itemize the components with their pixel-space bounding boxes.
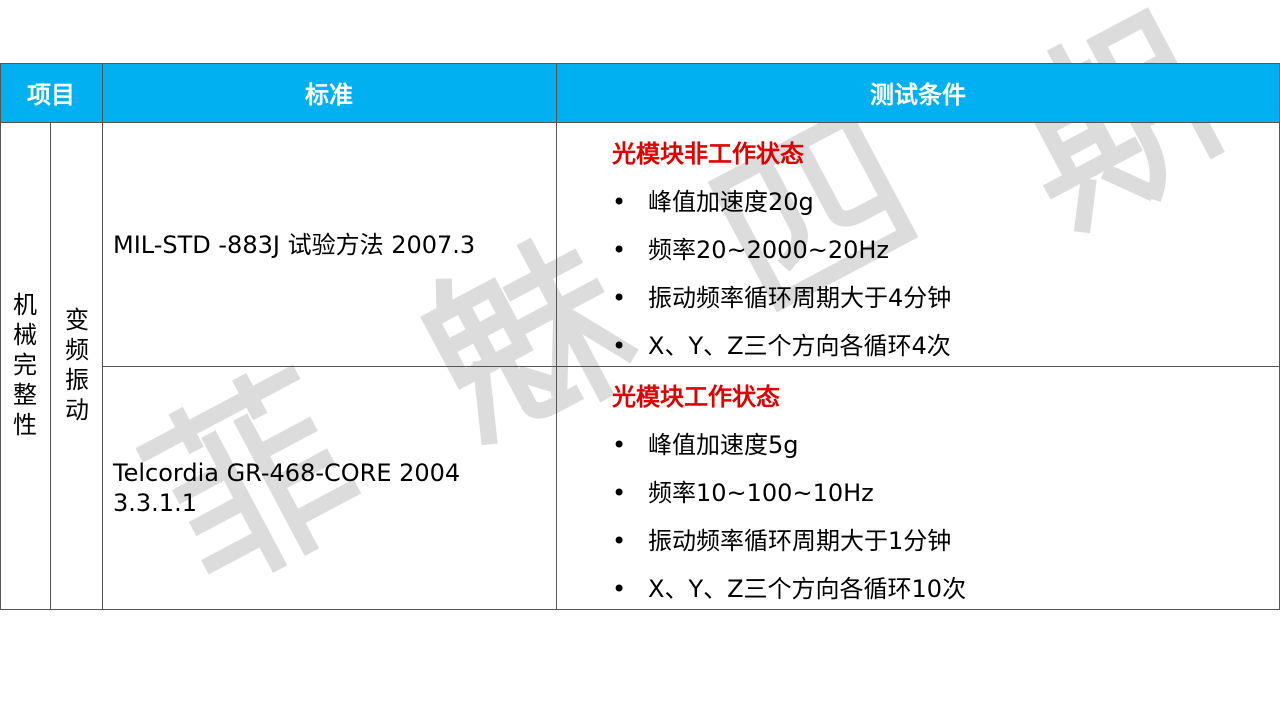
bullet: •	[612, 479, 627, 507]
item-text: 峰值加速度20g	[648, 188, 814, 216]
bullet: •	[612, 188, 627, 216]
standard-2: Telcordia GR-468-CORE 2004 3.3.1.1	[113, 459, 461, 517]
item-text: 频率10~100~10Hz	[648, 479, 874, 507]
condition-title: 光模块非工作状态	[612, 140, 804, 168]
header-standard: 标准	[102, 63, 556, 122]
list-item: • 频率10~100~10Hz	[612, 469, 966, 517]
list-item: • 峰值加速度20g	[612, 178, 951, 226]
list-item: • X、Y、Z三个方向各循环10次	[612, 565, 966, 613]
bullet: •	[612, 236, 627, 264]
condition-title: 光模块工作状态	[612, 383, 780, 411]
bullet: •	[612, 575, 627, 603]
header-conditions: 测试条件	[556, 63, 1280, 122]
conditions-1: 光模块非工作状态 • 峰值加速度20g • 频率20~2000~20Hz • 振动频率…	[612, 130, 951, 370]
bullet: •	[612, 431, 627, 459]
list-item: • 频率20~2000~20Hz	[612, 226, 951, 274]
item-text: 频率20~2000~20Hz	[648, 236, 890, 264]
subcategory-label: 变频振动	[65, 306, 89, 424]
conditions-2: 光模块工作状态 • 峰值加速度5g • 频率10~100~10Hz • 振动频率循环周…	[612, 373, 966, 613]
standard-1: MIL-STD -883J 试验方法 2007.3	[113, 231, 476, 259]
category-label: 机械完整性	[13, 291, 37, 439]
item-text: 振动频率循环周期大于1分钟	[648, 527, 952, 555]
list-item: • X、Y、Z三个方向各循环4次	[612, 322, 951, 370]
list-item: • 峰值加速度5g	[612, 421, 966, 469]
list-item: • 振动频率循环周期大于1分钟	[612, 517, 966, 565]
bullet: •	[612, 284, 627, 312]
list-item: • 振动频率循环周期大于4分钟	[612, 274, 951, 322]
item-text: X、Y、Z三个方向各循环4次	[648, 332, 951, 360]
bullet: •	[612, 527, 627, 555]
item-text: 振动频率循环周期大于4分钟	[648, 284, 952, 312]
item-text: 峰值加速度5g	[648, 431, 799, 459]
item-text: X、Y、Z三个方向各循环10次	[648, 575, 967, 603]
header-item: 项目	[0, 63, 102, 122]
bullet: •	[612, 332, 627, 360]
